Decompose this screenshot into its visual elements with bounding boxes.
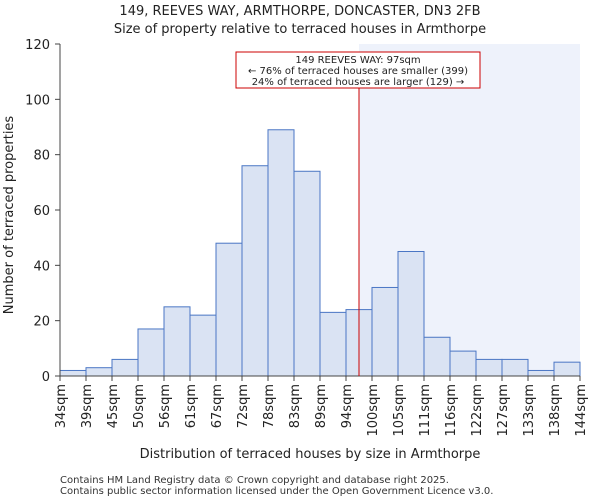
bar-78sqm (267, 129, 295, 377)
x-tick-label: 50sqm (132, 384, 147, 428)
x-tick-label: 111sqm (418, 384, 433, 437)
y-tick-label: 60 (33, 204, 50, 219)
x-tick-label: 67sqm (210, 384, 225, 428)
x-tick-label: 78sqm (262, 384, 277, 428)
bar-105sqm (397, 251, 425, 377)
bar-67sqm (215, 242, 243, 377)
x-tick-label: 94sqm (340, 384, 355, 428)
y-axis-label: Number of terraced properties (2, 116, 17, 315)
bar-39sqm (85, 367, 113, 377)
chart-title: 149, REEVES WAY, ARMTHORPE, DONCASTER, D… (119, 4, 480, 19)
bar-122sqm (475, 358, 503, 377)
annotation-line-3: 24% of terraced houses are larger (129) … (252, 77, 465, 88)
bar-138sqm (553, 361, 581, 377)
footer-line-2: Contains public sector information licen… (60, 486, 493, 497)
bar-61sqm (189, 314, 217, 377)
bar-133sqm (527, 369, 555, 377)
bar-116sqm (449, 350, 477, 377)
chart-subtitle: Size of property relative to terraced ho… (114, 22, 486, 37)
y-tick-label: 80 (33, 149, 50, 164)
x-tick-label: 56sqm (158, 384, 173, 428)
bar-34sqm (59, 369, 87, 377)
bar-72sqm (241, 165, 269, 377)
y-tick-label: 20 (33, 315, 50, 330)
bar-50sqm (137, 328, 165, 377)
bar-56sqm (163, 306, 191, 377)
x-tick-label: 138sqm (548, 384, 563, 437)
y-tick-label: 0 (42, 370, 50, 385)
x-axis-label: Distribution of terraced houses by size … (140, 447, 481, 462)
x-tick-label: 144sqm (574, 384, 589, 437)
x-tick-label: 127sqm (496, 384, 511, 437)
x-tick-label: 83sqm (288, 384, 303, 428)
x-tick-label: 72sqm (236, 384, 251, 428)
bar-100sqm (371, 286, 399, 377)
x-tick-label: 100sqm (366, 384, 381, 437)
annotation-line-2: ← 76% of terraced houses are smaller (39… (248, 66, 468, 77)
x-tick-label: 116sqm (444, 384, 459, 437)
bar-83sqm (293, 170, 321, 377)
annotation-box (235, 51, 481, 89)
x-tick-label: 105sqm (392, 384, 407, 437)
y-tick-label: 100 (25, 93, 50, 108)
footer-line-1: Contains HM Land Registry data © Crown c… (60, 475, 449, 486)
x-tick-label: 61sqm (184, 384, 199, 428)
y-tick-group: 0 20 40 60 80 100 120 (25, 38, 60, 385)
bar-45sqm (111, 358, 139, 377)
x-tick-label: 45sqm (106, 384, 121, 428)
x-tick-label: 39sqm (80, 384, 95, 428)
x-tick-label: 133sqm (522, 384, 537, 437)
bar-111sqm (423, 336, 451, 377)
x-tick-label: 122sqm (470, 384, 485, 437)
x-tick-label: 34sqm (54, 384, 69, 428)
x-tick-group: 34sqm 39sqm 45sqm 50sqm 56sqm 61sqm 67sqm 72sqm… (54, 376, 589, 437)
y-tick-label: 40 (33, 259, 50, 274)
bar-89sqm (319, 311, 347, 377)
x-tick-label: 89sqm (314, 384, 329, 428)
bars-group (59, 129, 581, 377)
y-tick-label: 120 (25, 38, 50, 53)
annotation-line-1: 149 REEVES WAY: 97sqm (295, 55, 420, 66)
bar-127sqm (501, 358, 529, 377)
